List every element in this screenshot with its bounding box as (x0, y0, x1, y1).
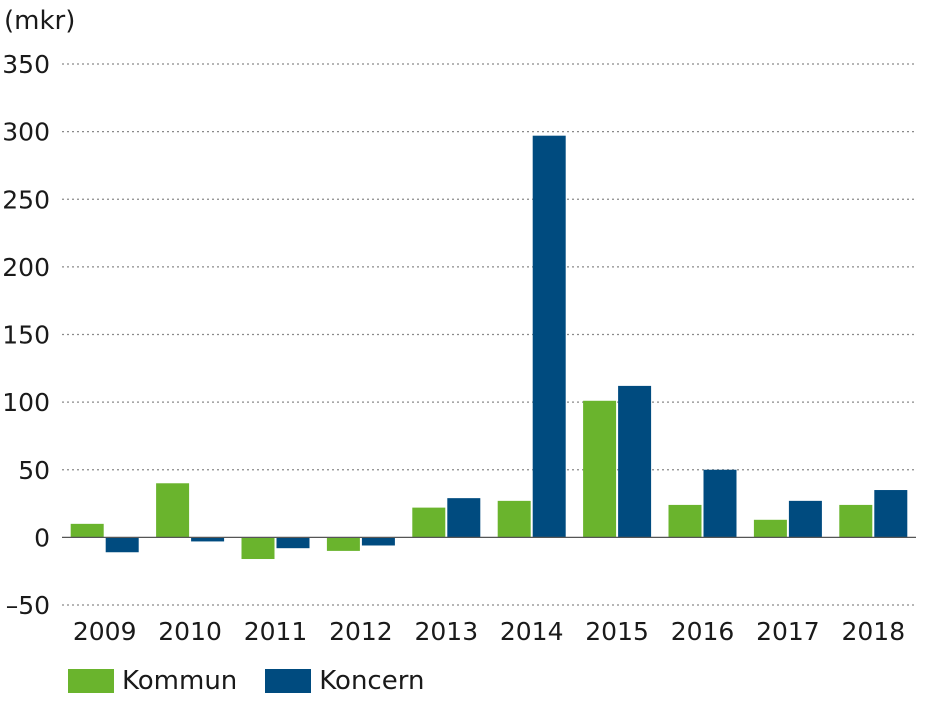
bar-koncern-2010 (191, 537, 225, 542)
legend-swatch-koncern (265, 669, 312, 693)
bar-kommun-2009 (70, 523, 104, 538)
x-tick-label: 2010 (158, 617, 222, 646)
x-tick-label: 2013 (414, 617, 478, 646)
x-tick-label: 2018 (841, 617, 905, 646)
legend-item-kommun: Kommun (68, 666, 237, 696)
y-tick-label: 350 (2, 50, 50, 79)
bar-kommun-2010 (156, 483, 190, 538)
y-tick-label: –50 (6, 591, 50, 620)
y-unit-label: (mkr) (4, 6, 76, 36)
x-tick-label: 2011 (244, 617, 308, 646)
bar-koncern-2016 (703, 469, 737, 538)
bar-kommun-2011 (241, 537, 275, 560)
y-axis-ticks: 350 300 250 200 150 100 50 0 –50 (2, 50, 50, 620)
y-tick-label: 100 (2, 388, 50, 417)
legend-label-kommun: Kommun (122, 666, 238, 696)
bar-kommun-2014 (497, 500, 531, 538)
x-tick-label: 2015 (585, 617, 649, 646)
y-tick-label: 300 (2, 118, 50, 147)
bar-koncern-2012 (361, 537, 395, 546)
bar-kommun-2017 (753, 519, 787, 538)
y-tick-label: 250 (2, 185, 50, 214)
y-tick-label: 0 (34, 523, 50, 552)
x-tick-label: 2014 (500, 617, 564, 646)
bar-kommun-2015 (583, 400, 617, 538)
bar-kommun-2012 (326, 537, 360, 551)
y-tick-label: 150 (2, 321, 50, 350)
bar-koncern-2011 (276, 537, 310, 549)
bar-koncern-2014 (532, 135, 566, 538)
x-tick-label: 2009 (73, 617, 137, 646)
bar-kommun-2013 (412, 507, 446, 538)
bar-koncern-2018 (874, 490, 908, 538)
y-tick-label: 50 (18, 456, 50, 485)
bar-koncern-2013 (447, 498, 481, 538)
bar-kommun-2016 (668, 504, 702, 538)
bar-koncern-2017 (788, 500, 822, 538)
gridlines (62, 63, 916, 606)
bar-koncern-2015 (618, 385, 652, 538)
y-tick-label: 200 (2, 253, 50, 282)
bar-koncern-2009 (105, 537, 139, 553)
legend-label-koncern: Koncern (319, 666, 425, 696)
x-tick-label: 2012 (329, 617, 393, 646)
legend: Kommun Koncern (68, 666, 452, 696)
bar-kommun-2018 (839, 504, 873, 538)
bars (62, 135, 916, 560)
x-tick-label: 2016 (671, 617, 735, 646)
legend-item-koncern: Koncern (265, 666, 424, 696)
x-tick-label: 2017 (756, 617, 820, 646)
legend-swatch-kommun (68, 669, 114, 693)
x-axis-ticks: 2009 2010 2011 2012 2013 2014 2015 2016 2017 2018 (73, 617, 905, 646)
